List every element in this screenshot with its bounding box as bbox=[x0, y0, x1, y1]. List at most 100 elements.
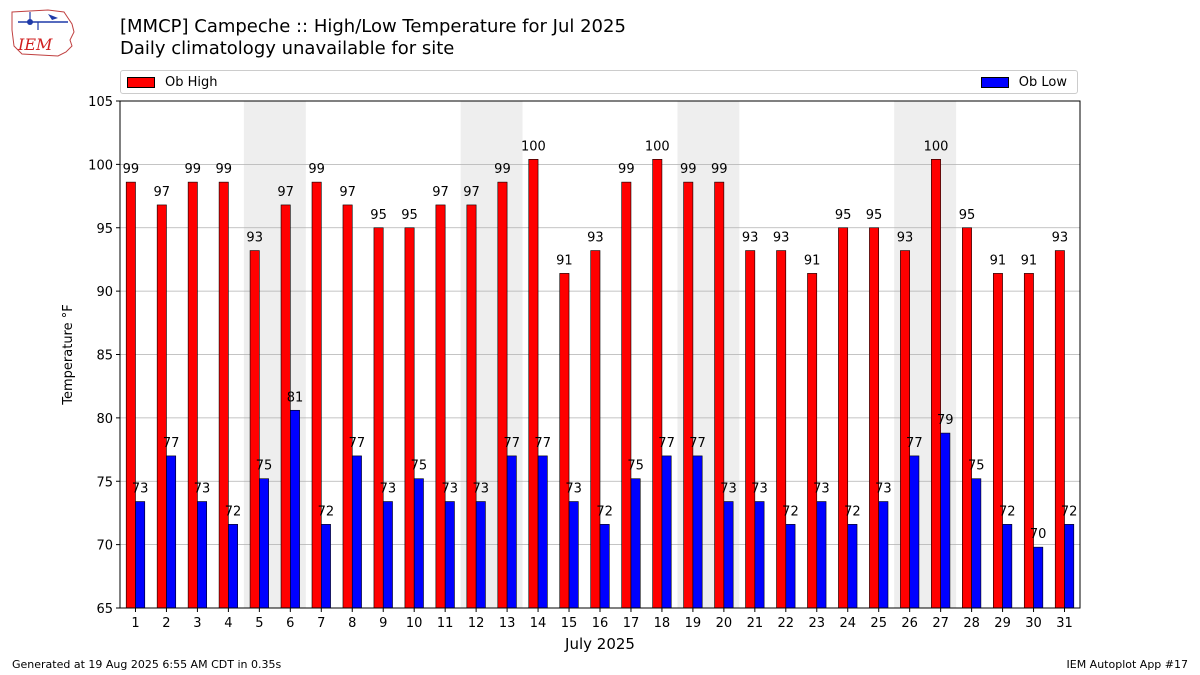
bar-low-25 bbox=[878, 501, 889, 609]
y-tick-label: 105 bbox=[88, 95, 113, 110]
bar-low-24 bbox=[847, 524, 858, 609]
label-low-2: 77 bbox=[163, 436, 180, 451]
y-tick-label: 90 bbox=[96, 285, 113, 300]
iem-logo: IEM bbox=[11, 9, 75, 57]
x-tick-label-29: 29 bbox=[994, 616, 1011, 631]
bar-low-9 bbox=[382, 501, 393, 609]
bar-low-14 bbox=[537, 455, 548, 609]
label-high-21: 93 bbox=[742, 231, 759, 246]
bar-low-4 bbox=[228, 524, 238, 609]
label-low-24: 72 bbox=[844, 504, 861, 519]
x-tick-label-4: 4 bbox=[224, 616, 232, 631]
plot-frame bbox=[119, 100, 1081, 609]
label-high-24: 95 bbox=[835, 208, 852, 223]
y-tick-label: 65 bbox=[96, 602, 113, 617]
bar-low-13 bbox=[506, 455, 517, 609]
bar-high-12 bbox=[466, 204, 477, 609]
bar-high-6 bbox=[280, 204, 291, 609]
label-high-8: 97 bbox=[339, 185, 356, 200]
label-high-23: 91 bbox=[804, 253, 821, 268]
x-tick-label-19: 19 bbox=[685, 616, 702, 631]
bar-high-30 bbox=[1023, 273, 1034, 609]
label-low-21: 73 bbox=[751, 482, 768, 497]
title-line-1: [MMCP] Campeche :: High/Low Temperature … bbox=[120, 16, 626, 37]
x-tick-label-22: 22 bbox=[778, 616, 795, 631]
x-tick-label-8: 8 bbox=[348, 616, 356, 631]
x-tick-label-5: 5 bbox=[255, 616, 263, 631]
bar-high-31 bbox=[1054, 250, 1065, 609]
x-tick-label-2: 2 bbox=[162, 616, 170, 631]
bar-low-7 bbox=[320, 524, 331, 609]
bar-high-22 bbox=[776, 250, 787, 609]
bar-low-8 bbox=[351, 455, 362, 609]
x-tick-label-11: 11 bbox=[437, 616, 454, 631]
chart-title: [MMCP] Campeche :: High/Low Temperature … bbox=[120, 16, 626, 60]
bar-high-1 bbox=[125, 181, 136, 609]
label-low-13: 77 bbox=[503, 436, 520, 451]
footer-app: IEM Autoplot App #17 bbox=[1066, 658, 1189, 671]
x-tick-label-16: 16 bbox=[592, 616, 609, 631]
label-low-25: 73 bbox=[875, 482, 892, 497]
label-low-28: 75 bbox=[968, 459, 985, 474]
legend-swatch-low bbox=[980, 77, 1009, 88]
bar-low-1 bbox=[135, 501, 146, 609]
label-high-27: 100 bbox=[924, 139, 949, 154]
x-tick-label-17: 17 bbox=[623, 616, 640, 631]
label-low-20: 73 bbox=[720, 482, 737, 497]
y-tick-label: 75 bbox=[96, 475, 113, 490]
label-high-15: 91 bbox=[556, 253, 573, 268]
label-low-1: 73 bbox=[132, 482, 149, 497]
label-high-3: 99 bbox=[185, 162, 202, 177]
y-tick-label: 80 bbox=[96, 412, 113, 427]
bar-high-28 bbox=[962, 227, 972, 609]
label-low-19: 77 bbox=[689, 436, 706, 451]
label-high-5: 93 bbox=[246, 231, 263, 246]
x-tick-label-3: 3 bbox=[193, 616, 201, 631]
label-low-17: 75 bbox=[627, 459, 644, 474]
label-low-4: 72 bbox=[225, 504, 242, 519]
label-high-31: 93 bbox=[1052, 231, 1069, 246]
x-axis-label: July 2025 bbox=[564, 635, 635, 653]
bar-low-6 bbox=[290, 409, 300, 609]
x-tick-label-6: 6 bbox=[286, 616, 294, 631]
bar-high-4 bbox=[218, 181, 229, 609]
bar-high-27 bbox=[931, 159, 941, 609]
label-low-11: 73 bbox=[442, 482, 459, 497]
bar-high-17 bbox=[621, 181, 632, 609]
x-tick-label-9: 9 bbox=[379, 616, 387, 631]
bar-high-11 bbox=[435, 204, 446, 609]
footer-generated: Generated at 19 Aug 2025 6:55 AM CDT in … bbox=[12, 658, 282, 671]
y-tick-label: 70 bbox=[96, 539, 113, 554]
label-high-4: 99 bbox=[215, 162, 232, 177]
bar-high-26 bbox=[900, 250, 910, 609]
x-tick-label-28: 28 bbox=[963, 616, 980, 631]
label-low-15: 73 bbox=[565, 482, 582, 497]
x-tick-label-21: 21 bbox=[747, 616, 764, 631]
bar-high-10 bbox=[404, 227, 415, 609]
bar-low-21 bbox=[754, 501, 765, 609]
x-tick-label-31: 31 bbox=[1056, 616, 1073, 631]
x-tick-label-23: 23 bbox=[809, 616, 826, 631]
logo-text: IEM bbox=[17, 35, 53, 54]
bar-low-23 bbox=[816, 501, 827, 609]
label-low-26: 77 bbox=[906, 436, 923, 451]
label-high-12: 97 bbox=[463, 185, 480, 200]
bar-high-3 bbox=[187, 181, 198, 609]
label-low-31: 72 bbox=[1061, 504, 1078, 519]
label-low-29: 72 bbox=[999, 504, 1016, 519]
bar-high-18 bbox=[652, 159, 663, 609]
label-high-30: 91 bbox=[1021, 253, 1038, 268]
bar-low-30 bbox=[1033, 546, 1044, 609]
label-low-27: 79 bbox=[937, 413, 954, 428]
label-high-2: 97 bbox=[154, 185, 171, 200]
label-high-29: 91 bbox=[990, 253, 1007, 268]
bar-high-21 bbox=[745, 250, 756, 609]
x-tick-label-15: 15 bbox=[561, 616, 578, 631]
bar-high-16 bbox=[590, 250, 601, 609]
legend-item-low: Ob Low bbox=[980, 75, 1067, 90]
x-tick-label-20: 20 bbox=[716, 616, 733, 631]
x-tick-label-13: 13 bbox=[499, 616, 516, 631]
label-low-8: 77 bbox=[349, 436, 366, 451]
bar-high-8 bbox=[342, 204, 353, 609]
label-high-11: 97 bbox=[432, 185, 449, 200]
